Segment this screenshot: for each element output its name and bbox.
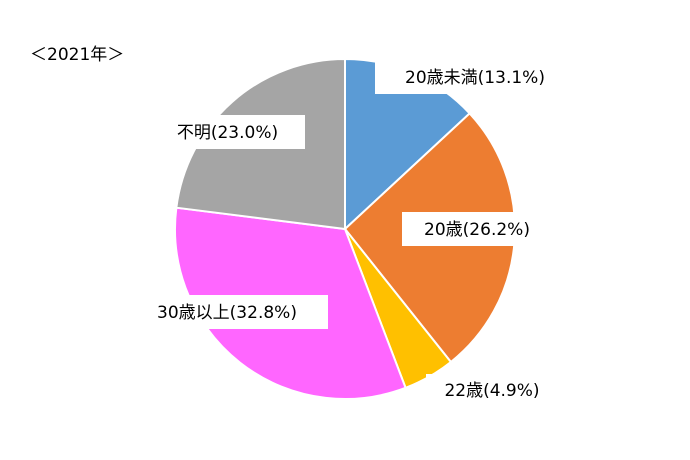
slice-label-background	[426, 374, 558, 406]
slice-label: 20歳(26.2%)	[424, 220, 530, 240]
slice-label: 30歳以上(32.8%)	[157, 303, 297, 323]
chart-subtitle: ＜2021年＞	[30, 45, 124, 65]
slice-label: 不明(23.0%)	[177, 123, 278, 143]
slice-label: 22歳(4.9%)	[444, 381, 539, 401]
slice-labels: 20歳未満(13.1%) 20歳(26.2%) 22歳(4.9%) 30歳以上(32.…	[126, 60, 575, 406]
slice-label-background	[126, 295, 328, 329]
slice-label-background	[402, 212, 552, 246]
slice-label-background	[150, 115, 305, 149]
slice-label: 20歳未満(13.1%)	[405, 68, 545, 88]
slice-label-background	[375, 60, 575, 94]
